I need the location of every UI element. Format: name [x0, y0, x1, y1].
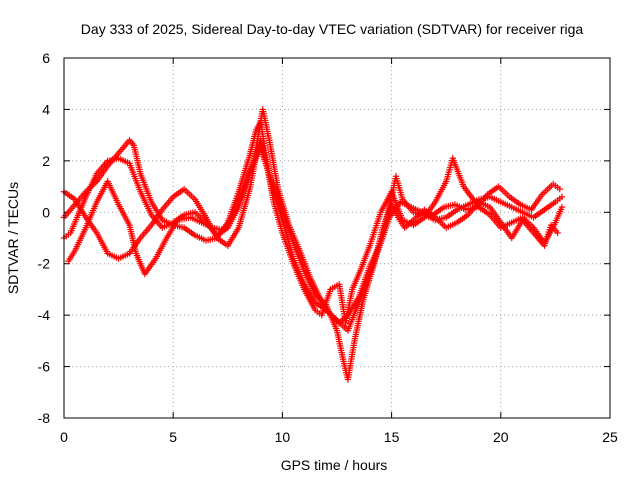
data-point-series-3	[554, 229, 561, 237]
y-tick-label: 4	[42, 101, 50, 117]
y-tick-label: 0	[42, 204, 50, 220]
plot-frame	[63, 57, 611, 419]
data-point-series-2	[558, 203, 566, 211]
x-tick-label: 5	[169, 429, 177, 445]
x-tick-label: 15	[384, 429, 400, 445]
y-axis-label: SDTVAR / TECUs	[5, 182, 21, 294]
chart-title: Day 333 of 2025, Sidereal Day-to-day VTE…	[81, 21, 584, 37]
y-tick-label: -8	[38, 410, 51, 426]
y-tick-label: -2	[38, 256, 51, 272]
x-tick-label: 25	[602, 429, 618, 445]
x-axis-label: GPS time / hours	[281, 457, 388, 473]
data-point-series-4	[556, 185, 563, 193]
x-tick-label: 20	[493, 429, 509, 445]
y-tick-label: 6	[42, 50, 50, 66]
x-tick-label: 0	[60, 429, 68, 445]
data-points	[60, 106, 566, 383]
y-tick-label: -4	[38, 307, 51, 323]
grid	[64, 58, 610, 418]
data-point-series-1	[558, 193, 566, 201]
y-tick-label: 2	[42, 153, 50, 169]
x-tick-label: 10	[275, 429, 291, 445]
y-tick-label: -6	[38, 359, 51, 375]
